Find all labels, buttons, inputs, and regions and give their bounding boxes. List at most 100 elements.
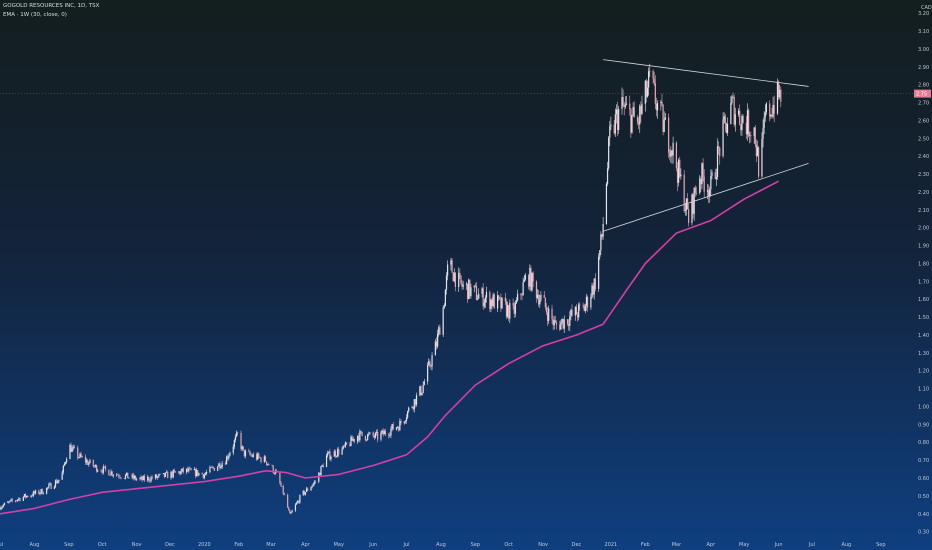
candle — [70, 442, 72, 453]
candle-body — [599, 250, 601, 257]
candle-body — [641, 103, 643, 114]
candle — [615, 104, 618, 124]
candle-body — [636, 117, 639, 123]
candle — [695, 186, 698, 196]
candle — [430, 364, 432, 371]
candle-body — [81, 456, 83, 458]
candle-body — [304, 491, 307, 495]
candle — [212, 466, 214, 470]
candle — [61, 470, 63, 480]
candle — [529, 264, 531, 291]
candle — [754, 125, 756, 148]
candle — [718, 141, 720, 155]
candle-body — [193, 468, 195, 471]
candle-body — [477, 298, 479, 300]
candle-body — [653, 78, 655, 84]
candle — [724, 113, 726, 132]
candle-body — [633, 107, 635, 118]
candle — [189, 466, 191, 470]
candle-body — [570, 309, 572, 317]
candle-body — [608, 137, 610, 169]
candle-body — [303, 490, 305, 495]
candle-body — [289, 510, 291, 514]
candle — [740, 124, 742, 136]
candle-body — [562, 318, 564, 329]
candle — [732, 92, 734, 99]
candle-body — [10, 499, 12, 501]
candle-body — [458, 272, 460, 288]
candle — [605, 182, 608, 225]
candle-body — [220, 467, 222, 469]
candle-body — [574, 306, 576, 316]
y-tick-label: 0.50 — [918, 494, 929, 500]
candle-body — [771, 114, 773, 117]
candle — [453, 268, 455, 283]
candle-body — [373, 435, 375, 438]
candle-body — [576, 314, 579, 318]
candle — [18, 496, 20, 502]
candle — [350, 435, 352, 447]
candle — [390, 426, 392, 439]
candle-body — [693, 187, 695, 214]
candle — [522, 277, 524, 296]
candle — [295, 501, 298, 505]
candle — [7, 500, 9, 504]
candle-body — [485, 292, 488, 298]
candle — [675, 141, 678, 172]
candle-body — [592, 285, 594, 295]
candle-body — [397, 427, 399, 428]
candle — [646, 80, 649, 98]
candle-body — [97, 470, 99, 472]
candle-body — [56, 480, 58, 484]
candle-body — [618, 108, 620, 130]
candle-body — [719, 147, 721, 157]
candle — [164, 472, 167, 478]
candle-body — [54, 480, 57, 487]
candle-body — [302, 490, 304, 495]
candle — [64, 461, 67, 466]
candle — [574, 306, 576, 321]
candle — [730, 96, 732, 125]
candle-body — [442, 307, 444, 335]
x-tick-label: Oct — [504, 542, 513, 548]
candle-body — [103, 466, 106, 468]
candle — [392, 421, 394, 430]
candle-body — [337, 449, 339, 457]
candle — [496, 291, 499, 313]
candle-body — [190, 468, 192, 471]
x-tick-label: 2020 — [198, 542, 211, 548]
candle — [492, 292, 494, 307]
candle — [179, 471, 181, 476]
candle-body — [625, 103, 628, 105]
candle — [493, 293, 495, 309]
candle-body — [69, 444, 71, 460]
candle — [560, 319, 562, 330]
candle-body — [465, 283, 468, 285]
candle-body — [594, 278, 596, 289]
candle-body — [374, 433, 377, 438]
candle — [624, 96, 626, 109]
candle — [148, 476, 150, 483]
candle-body — [47, 487, 49, 488]
candle-body — [575, 306, 578, 315]
candle — [242, 446, 244, 451]
candle-body — [568, 323, 570, 327]
candle — [523, 274, 525, 283]
candle — [268, 462, 270, 466]
candle — [505, 298, 508, 320]
candle-body — [513, 305, 515, 314]
candle-body — [282, 486, 284, 494]
candle-body — [688, 209, 690, 223]
candle-body — [523, 279, 525, 283]
candle — [404, 419, 407, 424]
candle — [195, 467, 198, 477]
candle — [694, 185, 696, 197]
candle — [501, 297, 503, 310]
candle — [250, 452, 252, 457]
candle — [641, 95, 643, 116]
candle — [420, 384, 422, 397]
candle-body — [520, 293, 522, 295]
candle — [763, 111, 765, 135]
candle — [299, 494, 301, 504]
